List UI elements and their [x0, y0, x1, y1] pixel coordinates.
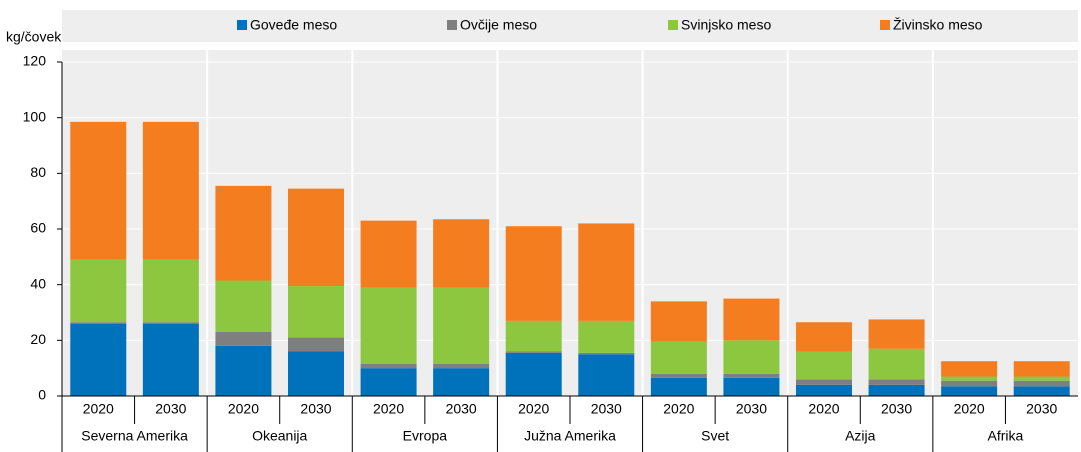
- bar-segment: [142, 259, 199, 323]
- y-tick-label: 40: [30, 275, 46, 291]
- bar-segment: [941, 376, 998, 381]
- bar-segment: [868, 384, 925, 396]
- bar-segment: [360, 220, 417, 288]
- bar-segment: [650, 341, 707, 374]
- bar-segment: [433, 287, 490, 364]
- bar-segment: [796, 379, 852, 385]
- x-tick-label: 2030: [591, 401, 622, 417]
- x-tick-label: 2030: [300, 401, 331, 417]
- group-label: Severna Amerika: [81, 428, 188, 444]
- group-label: Okeanija: [252, 428, 307, 444]
- legend-background: [62, 10, 1078, 42]
- bar-segment: [796, 322, 852, 352]
- bar-segment: [215, 185, 272, 281]
- bar-segment: [650, 377, 707, 396]
- plot-background: [62, 50, 1078, 396]
- x-tick-label: 2030: [1026, 401, 1057, 417]
- bar-segment: [578, 354, 635, 396]
- bar-segment: [1013, 386, 1070, 396]
- bar-segment: [505, 320, 562, 352]
- bar-segment: [70, 259, 127, 323]
- bar-segment: [215, 280, 272, 332]
- y-tick-label: 60: [30, 220, 46, 236]
- bar-segment: [288, 286, 344, 338]
- bar-segment: [723, 373, 780, 378]
- bar-segment: [578, 320, 635, 353]
- bar-segment: [215, 331, 272, 346]
- bar-segment: [796, 351, 852, 380]
- x-tick-label: 2030: [155, 401, 186, 417]
- x-tick-label: 2020: [373, 401, 404, 417]
- bar-segment: [70, 322, 127, 324]
- x-tick-label: 2030: [446, 401, 477, 417]
- bar-segment: [1013, 376, 1070, 381]
- group-label: Azija: [845, 428, 876, 444]
- legend-swatch: [447, 20, 457, 30]
- bar-segment: [142, 322, 199, 324]
- bar-segment: [868, 319, 925, 349]
- y-tick-label: 20: [30, 331, 46, 347]
- y-tick-label: 120: [23, 53, 47, 69]
- bar-segment: [1013, 380, 1070, 387]
- bar-segment: [505, 226, 562, 321]
- x-tick-label: 2030: [736, 401, 767, 417]
- bar-segment: [723, 340, 780, 374]
- x-tick-label: 2020: [228, 401, 259, 417]
- group-label: Afrika: [988, 428, 1024, 444]
- bar-segment: [288, 188, 344, 287]
- legend-swatch: [668, 20, 678, 30]
- group-label: Evropa: [403, 428, 448, 444]
- bar-segment: [941, 380, 998, 387]
- bar-segment: [941, 386, 998, 396]
- legend-swatch: [880, 20, 890, 30]
- bar-segment: [70, 121, 127, 260]
- bar-segment: [215, 345, 272, 396]
- group-label: Svet: [701, 428, 729, 444]
- y-tick-label: 100: [23, 108, 47, 124]
- bar-segment: [360, 368, 417, 396]
- bar-segment: [868, 348, 925, 380]
- bar-segment: [723, 298, 780, 341]
- bar-segment: [433, 368, 490, 396]
- x-tick-label: 2030: [881, 401, 912, 417]
- x-tick-label: 2020: [83, 401, 114, 417]
- bar-segment: [578, 223, 635, 321]
- legend-label: Goveđe meso: [250, 17, 337, 33]
- bar-segment: [1013, 361, 1070, 377]
- bar-segment: [868, 379, 925, 385]
- bar-segment: [650, 301, 707, 342]
- bar-segment: [142, 323, 199, 396]
- bar-segment: [505, 351, 562, 353]
- y-axis-label: kg/čovek: [6, 29, 62, 45]
- x-tick-label: 2020: [808, 401, 839, 417]
- legend-label: Svinjsko meso: [681, 17, 771, 33]
- legend-label: Živinsko meso: [893, 17, 983, 33]
- bar-segment: [433, 363, 490, 369]
- bar-segment: [70, 323, 127, 396]
- y-tick-label: 80: [30, 164, 46, 180]
- group-label: Južna Amerika: [524, 428, 616, 444]
- x-tick-label: 2020: [954, 401, 985, 417]
- x-tick-label: 2020: [518, 401, 549, 417]
- bar-segment: [288, 351, 344, 396]
- bar-segment: [941, 361, 998, 377]
- y-tick-label: 0: [38, 387, 46, 403]
- legend-swatch: [237, 20, 247, 30]
- bar-segment: [650, 373, 707, 378]
- bar-segment: [360, 363, 417, 369]
- bar-segment: [723, 377, 780, 396]
- bar-segment: [796, 384, 852, 396]
- bar-segment: [142, 121, 199, 260]
- bar-segment: [360, 287, 417, 364]
- bar-segment: [288, 337, 344, 352]
- bar-segment: [433, 219, 490, 288]
- bar-segment: [505, 352, 562, 396]
- x-tick-label: 2020: [663, 401, 694, 417]
- legend-label: Ovčije meso: [460, 17, 537, 33]
- bar-segment: [578, 352, 635, 355]
